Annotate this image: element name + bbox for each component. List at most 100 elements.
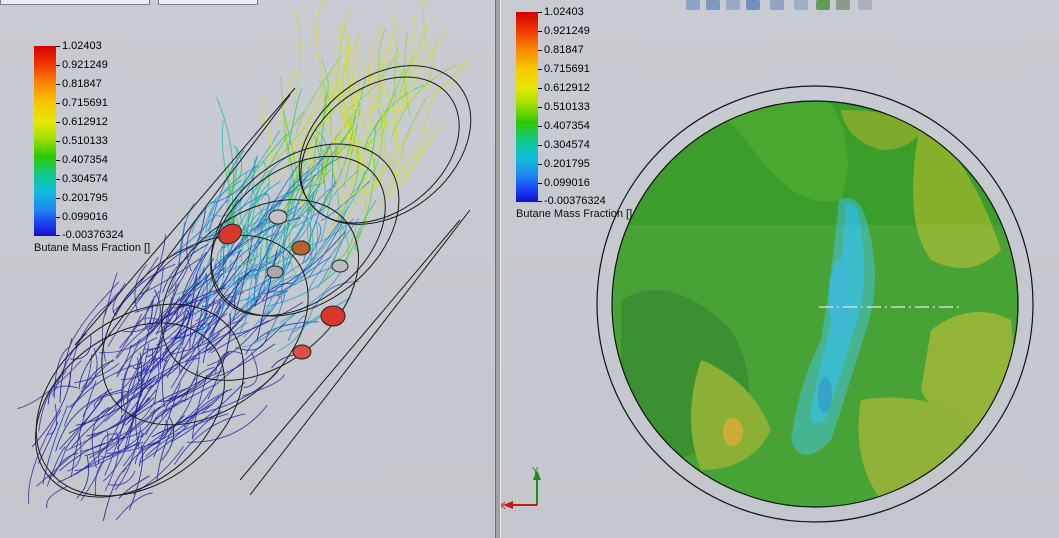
left-viewport-3d-flow[interactable]: 1.02403 0.921249 0.81847 0.715691 0.6129… — [0, 0, 495, 538]
legend-tick — [56, 103, 60, 104]
streamline — [124, 374, 166, 450]
streamline — [339, 135, 352, 173]
tab-2[interactable] — [158, 0, 258, 5]
view-orientation-icon[interactable] — [770, 0, 784, 10]
streamline — [242, 311, 299, 348]
streamline — [88, 407, 161, 459]
streamline — [313, 280, 360, 309]
scene-icon[interactable] — [836, 0, 850, 10]
streamline — [93, 391, 124, 432]
streamline — [267, 206, 310, 288]
streamline — [140, 420, 188, 451]
streamline — [219, 343, 276, 377]
streamline — [207, 313, 231, 400]
streamline — [386, 121, 444, 201]
streamline — [178, 395, 220, 423]
zoom-icon[interactable] — [686, 0, 700, 10]
streamline — [287, 315, 306, 342]
streamline — [183, 388, 233, 428]
streamline — [129, 296, 181, 348]
streamline — [113, 256, 159, 312]
streamline — [94, 461, 105, 497]
right-viewport-section-plot[interactable]: Y X 1.02403 0.921249 0.81847 0.715691 0.… — [501, 0, 1059, 538]
display-style-icon[interactable] — [794, 0, 808, 10]
legend-value: 0.612912 — [544, 82, 590, 94]
streamline — [392, 81, 409, 109]
streamline — [181, 319, 243, 361]
streamline — [115, 313, 143, 358]
streamline — [68, 354, 93, 408]
streamline — [79, 406, 160, 453]
flow-trajectory-render — [17, 0, 472, 521]
streamline — [232, 261, 290, 294]
streamline — [70, 380, 97, 477]
legend-tick — [538, 31, 542, 32]
legend-value: 0.407354 — [544, 120, 590, 132]
streamline — [208, 300, 224, 336]
streamline — [306, 103, 362, 169]
streamline — [38, 371, 67, 432]
streamline — [373, 68, 405, 132]
streamline — [324, 151, 361, 238]
legend-color-bar — [34, 46, 56, 236]
streamline — [269, 143, 332, 212]
streamline — [307, 174, 315, 214]
streamline — [396, 27, 411, 89]
streamline — [306, 67, 335, 123]
legend-tick — [538, 88, 542, 89]
streamline — [427, 37, 437, 81]
streamline — [332, 127, 344, 194]
legend-tick — [538, 126, 542, 127]
streamline — [209, 155, 258, 204]
rotate-icon[interactable] — [726, 0, 740, 10]
appearance-icon[interactable] — [816, 0, 830, 10]
streamline — [213, 217, 301, 268]
section-contour-render: Y X — [501, 85, 1034, 523]
streamline — [120, 357, 139, 391]
streamline — [105, 400, 156, 453]
streamline — [333, 125, 344, 172]
streamline — [259, 261, 292, 324]
settings-icon[interactable] — [858, 0, 872, 10]
legend-tick — [538, 107, 542, 108]
streamline — [75, 376, 157, 426]
legend-value: 0.921249 — [544, 25, 590, 37]
streamline — [273, 115, 311, 155]
streamline — [64, 389, 109, 450]
streamline — [336, 6, 352, 85]
legend-value: 0.304574 — [62, 173, 108, 185]
viewport-splitter[interactable] — [495, 0, 501, 538]
streamline — [184, 366, 215, 403]
streamline — [353, 158, 375, 250]
streamline — [304, 222, 322, 264]
legend-value: 0.510133 — [62, 135, 108, 147]
legend-tick — [56, 46, 60, 47]
pan-icon[interactable] — [746, 0, 760, 10]
legend-value: -0.00376324 — [62, 229, 124, 241]
streamline — [247, 279, 276, 315]
legend-value: 1.02403 — [62, 40, 102, 52]
legend-tick — [56, 179, 60, 180]
streamline — [123, 397, 155, 420]
streamline — [342, 58, 359, 125]
streamline — [319, 86, 328, 132]
streamline — [174, 299, 215, 340]
streamline — [349, 132, 352, 170]
streamline — [176, 322, 210, 339]
tab-1[interactable] — [0, 0, 150, 5]
legend-value: 0.81847 — [62, 78, 102, 90]
streamline — [315, 0, 326, 81]
streamline — [267, 290, 287, 336]
streamline — [286, 178, 304, 207]
streamline — [433, 58, 468, 97]
zoom-area-icon[interactable] — [706, 0, 720, 10]
streamline — [153, 383, 181, 458]
streamline — [161, 350, 175, 407]
streamline — [46, 485, 68, 509]
streamline — [409, 15, 416, 66]
streamline — [363, 84, 424, 151]
streamline — [404, 33, 412, 118]
streamline — [107, 287, 150, 347]
streamline — [191, 179, 242, 233]
legend-value: 0.407354 — [62, 154, 108, 166]
